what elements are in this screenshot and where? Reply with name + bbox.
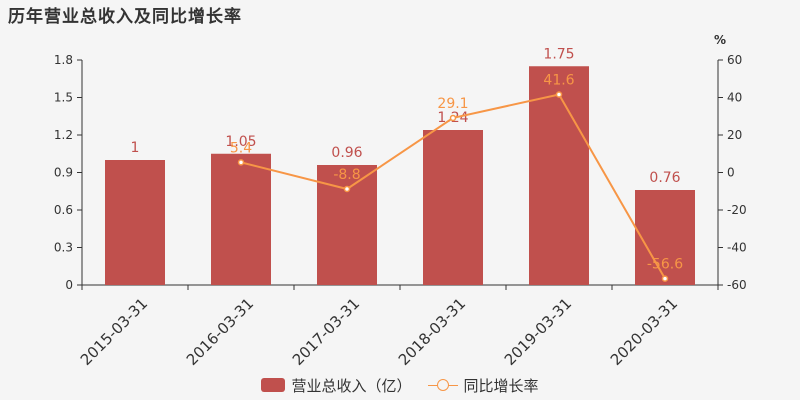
y-right-tick-label: -20 [727,203,747,217]
y-right-tick-label: 20 [727,128,742,142]
y-left-tick-label: 0 [65,278,73,292]
x-tick-label: 2015-03-31 [77,295,151,369]
bar [211,153,271,285]
bar-value-label: 0.76 [649,170,680,186]
y-right-tick-label: 0 [727,166,735,180]
x-tick-label: 2017-03-31 [289,295,363,369]
y-right-tick-label: 40 [727,91,742,105]
legend-item-growth[interactable]: 同比增长率 [427,375,539,396]
y-left-tick-label: 1.8 [54,53,73,67]
x-tick-label: 2016-03-31 [183,295,257,369]
bar-value-label: 1.75 [543,46,574,62]
legend-label-revenue: 营业总收入（亿） [291,376,412,395]
x-tick-label: 2019-03-31 [501,295,575,369]
y-left-tick-label: 1.2 [54,128,73,142]
legend-item-revenue[interactable]: 营业总收入（亿） [261,375,412,396]
y-right-tick-label: -40 [727,241,747,255]
bar [423,130,483,285]
growth-value-label: -8.8 [333,167,360,183]
growth-point [449,114,457,122]
chart-title: 历年营业总收入及同比增长率 [8,7,242,27]
y-left-tick-label: 1.5 [54,91,73,105]
bar-value-label: 1 [131,140,140,156]
bar-value-label: 1.05 [225,134,256,150]
y-left-tick-label: 0.9 [54,166,73,180]
bar [635,190,695,285]
growth-value-label: -56.6 [647,257,683,273]
legend-label-growth: 同比增长率 [463,376,539,395]
growth-value-label: 41.6 [543,73,574,89]
growth-value-label: 29.1 [437,96,468,112]
y-left-tick-label: 0.3 [54,241,73,255]
bar [529,66,589,285]
legend: 营业总收入（亿） 同比增长率 [0,374,800,396]
growth-value-label: 5.4 [230,140,252,156]
growth-point [237,159,245,166]
legend-bar-swatch [261,378,286,392]
bar-value-label: 0.96 [331,145,362,161]
y-right-tick-label: 60 [727,53,742,67]
growth-point [555,91,563,98]
legend-line-swatch [427,378,458,392]
bar [105,160,165,285]
x-tick-label: 2018-03-31 [395,295,469,369]
y-right-tick-label: -60 [727,278,747,292]
growth-point [661,275,669,282]
growth-point [343,185,351,193]
y-right-unit-label: % [714,33,726,47]
y-left-tick-label: 0.6 [54,203,73,217]
x-tick-label: 2020-03-31 [607,295,681,369]
